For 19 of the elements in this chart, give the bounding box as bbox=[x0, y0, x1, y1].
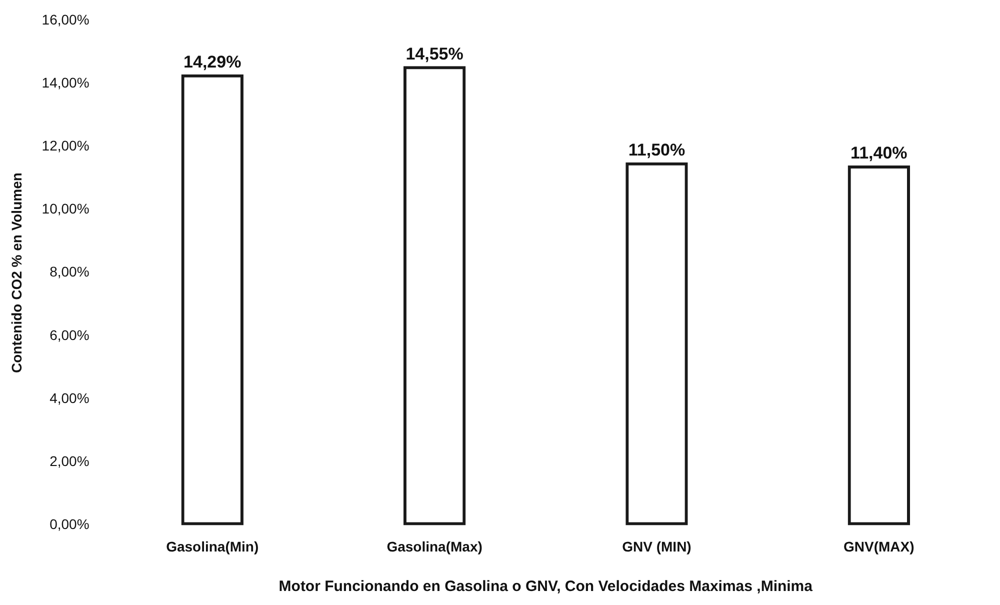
y-tick-label: 8,00% bbox=[50, 264, 90, 280]
y-tick-label: 6,00% bbox=[50, 326, 90, 343]
y-tick-label: 0,00% bbox=[50, 516, 90, 532]
y-axis-title: Contenido CO2 % en Volumen bbox=[8, 172, 24, 374]
y-tick-label: 14,00% bbox=[42, 74, 90, 90]
data-label: 11,40% bbox=[850, 144, 908, 163]
y-tick-label: 4,00% bbox=[50, 390, 90, 406]
data-label: 14,29% bbox=[184, 52, 242, 72]
x-tick-label: GNV(MAX) bbox=[844, 538, 914, 554]
x-axis-title: Motor Funcionando en Gasolina o GNV, Con Velocidades Maximas ,Minima bbox=[278, 578, 814, 596]
data-label: 11,50% bbox=[628, 140, 686, 160]
x-tick-label: Gasolina(Min) bbox=[166, 538, 259, 554]
x-tick-label: Gasolina(Max) bbox=[386, 538, 482, 554]
x-tick-label: GNV (MIN) bbox=[622, 538, 692, 554]
y-tick-label: 2,00% bbox=[50, 452, 90, 469]
y-tick-label: 10,00% bbox=[42, 200, 90, 217]
y-tick-label: 16,00% bbox=[42, 11, 90, 28]
data-label: 14,55% bbox=[406, 44, 464, 64]
y-tick-label: 12,00% bbox=[42, 137, 90, 154]
